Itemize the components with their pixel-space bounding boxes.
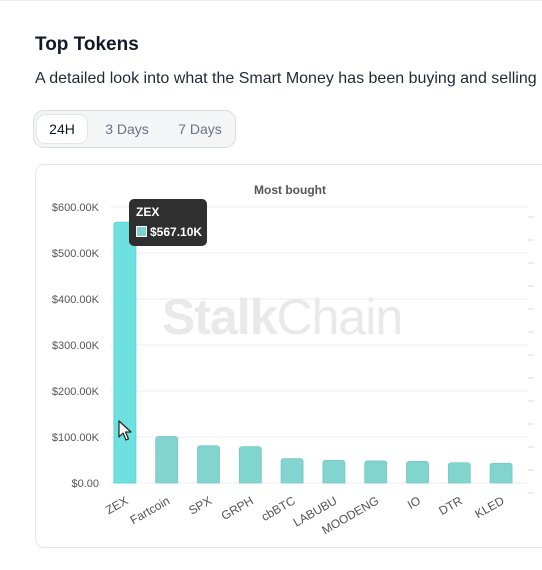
x-tick-label: GRPH — [219, 493, 256, 522]
x-tick-label: KLED — [472, 493, 506, 521]
top-divider — [0, 0, 542, 1]
bar-dtr[interactable] — [447, 462, 471, 484]
tab-7-days[interactable]: 7 Days — [178, 121, 222, 137]
tooltip-token-name: ZEX — [136, 205, 160, 219]
x-tick-label: DTR — [436, 493, 465, 518]
bar-kled[interactable] — [489, 462, 513, 484]
stalkchain-watermark: StalkChain — [162, 288, 404, 346]
bar-labubu[interactable] — [322, 460, 346, 484]
timeframe-tabs: 24H 3 Days 7 Days — [33, 110, 236, 148]
mouse-pointer-icon — [118, 420, 132, 441]
watermark-part2: Chain — [276, 289, 404, 345]
y-tick-label: $400.00K — [52, 294, 100, 306]
section-subtitle: A detailed look into what the Smart Mone… — [35, 70, 537, 87]
bar-zex[interactable] — [113, 221, 137, 484]
bar-tooltip: ZEX $567.10K — [129, 199, 207, 246]
bar-moodeng[interactable] — [364, 460, 388, 484]
tab-3-days[interactable]: 3 Days — [105, 121, 149, 137]
bar-fartcoin[interactable] — [155, 436, 179, 484]
section-title: Top Tokens — [35, 34, 139, 55]
bar-spx[interactable] — [197, 445, 220, 484]
bar-grph[interactable] — [238, 446, 262, 484]
tooltip-value: $567.10K — [150, 225, 203, 239]
x-tick-label: ZEX — [103, 493, 130, 517]
tooltip-color-swatch — [136, 226, 147, 237]
watermark-part1: Stalk — [162, 289, 278, 345]
x-tick-label: SPX — [186, 493, 214, 517]
y-tick-label: $500.00K — [52, 248, 100, 260]
chart-title: Most bought — [254, 183, 326, 197]
y-tick-label: $0.00 — [71, 478, 99, 490]
tab-24h[interactable]: 24H — [37, 115, 87, 143]
x-tick-label: Fartcoin — [128, 493, 173, 527]
y-tick-label: $200.00K — [52, 386, 100, 398]
bar-cbbtc[interactable] — [280, 458, 304, 484]
x-tick-label: IO — [405, 493, 423, 511]
y-tick-label: $600.00K — [52, 202, 100, 214]
y-tick-label: $100.00K — [52, 432, 100, 444]
y-tick-label: $300.00K — [52, 340, 100, 352]
bar-io[interactable] — [406, 460, 429, 484]
